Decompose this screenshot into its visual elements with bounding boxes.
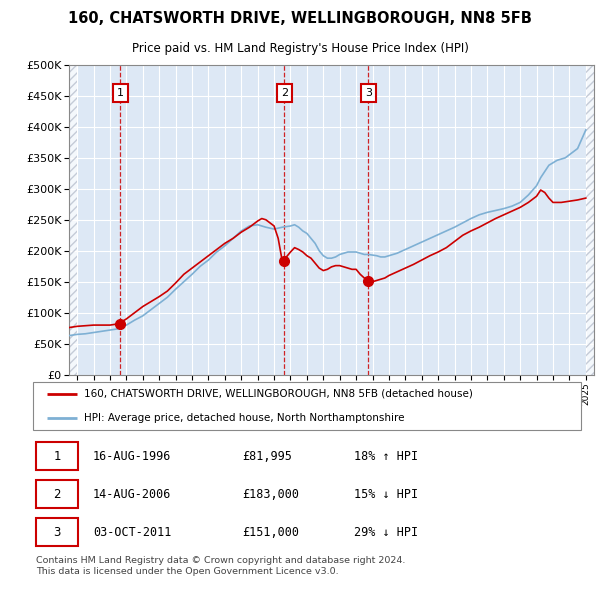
Text: 14-AUG-2006: 14-AUG-2006 [93, 487, 172, 501]
FancyBboxPatch shape [33, 382, 581, 430]
FancyBboxPatch shape [36, 518, 79, 546]
Text: £183,000: £183,000 [242, 487, 299, 501]
Text: 1: 1 [53, 450, 61, 463]
Text: £151,000: £151,000 [242, 526, 299, 539]
Text: 3: 3 [53, 526, 61, 539]
Text: 29% ↓ HPI: 29% ↓ HPI [353, 526, 418, 539]
Text: 160, CHATSWORTH DRIVE, WELLINGBOROUGH, NN8 5FB: 160, CHATSWORTH DRIVE, WELLINGBOROUGH, N… [68, 11, 532, 26]
Text: Contains HM Land Registry data © Crown copyright and database right 2024.
This d: Contains HM Land Registry data © Crown c… [36, 556, 406, 576]
Text: 1: 1 [116, 88, 124, 98]
Bar [586, 65, 596, 375]
Text: 03-OCT-2011: 03-OCT-2011 [93, 526, 172, 539]
Text: 2: 2 [53, 487, 61, 501]
Text: 15% ↓ HPI: 15% ↓ HPI [353, 487, 418, 501]
Text: 18% ↑ HPI: 18% ↑ HPI [353, 450, 418, 463]
Text: 3: 3 [365, 88, 372, 98]
FancyBboxPatch shape [36, 442, 79, 470]
Text: 16-AUG-1996: 16-AUG-1996 [93, 450, 172, 463]
Text: £81,995: £81,995 [242, 450, 292, 463]
Text: 2: 2 [281, 88, 288, 98]
Bar [69, 65, 77, 375]
Text: Price paid vs. HM Land Registry's House Price Index (HPI): Price paid vs. HM Land Registry's House … [131, 42, 469, 55]
Text: 160, CHATSWORTH DRIVE, WELLINGBOROUGH, NN8 5FB (detached house): 160, CHATSWORTH DRIVE, WELLINGBOROUGH, N… [84, 389, 473, 399]
FancyBboxPatch shape [36, 480, 79, 508]
Text: HPI: Average price, detached house, North Northamptonshire: HPI: Average price, detached house, Nort… [84, 413, 404, 423]
